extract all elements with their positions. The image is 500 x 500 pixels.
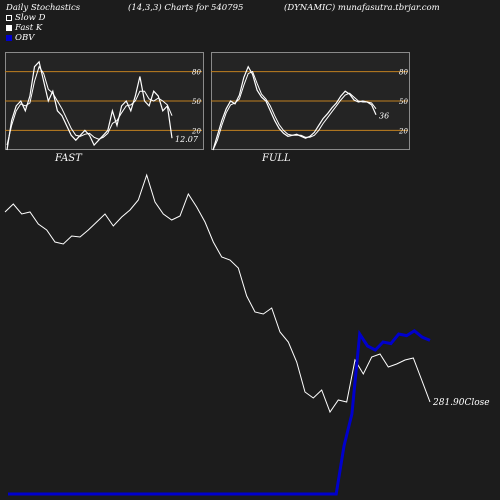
legend-obv: OBV [6,33,34,43]
full-last-value-label: 36 [379,112,389,121]
header-title: Daily Stochastics [6,3,81,13]
full-series-fast-k [212,65,377,151]
fast-series-slow-d [6,65,173,146]
obv-line [8,328,431,496]
header-site: (DYNAMIC) munafasutra.tbrjar.com [284,3,440,13]
legend-slow-d: Slow D [6,13,45,23]
legend-slow-d-swatch [6,15,12,21]
fast-level-label-80: 80 [192,69,201,77]
fast-panel-label: FAST [55,153,82,164]
price-last-value-label: 281.90Close [432,398,490,408]
fast-series-fast-k [6,60,173,151]
full-panel-label: FULL [262,153,291,164]
full-level-label-50: 50 [399,98,408,106]
full-level-label-20: 20 [398,127,408,135]
header-charts-for: (14,3,3) Charts for 540795 [128,3,244,13]
legend-fast-k-swatch [6,25,12,31]
fast-level-label-50: 50 [192,98,201,106]
legend-fast-k-label: Fast K [15,23,43,33]
legend-obv-label: OBV [15,33,35,43]
legend-slow-d-label: Slow D [15,13,46,23]
legend-fast-k: Fast K [6,23,42,33]
fast-last-value-label: 12.07 [175,135,199,144]
fast-level-label-20: 20 [191,127,201,135]
price-line [4,173,431,414]
legend-obv-swatch [6,35,12,41]
full-level-label-80: 80 [399,69,408,77]
full-series-slow-d [212,70,377,151]
